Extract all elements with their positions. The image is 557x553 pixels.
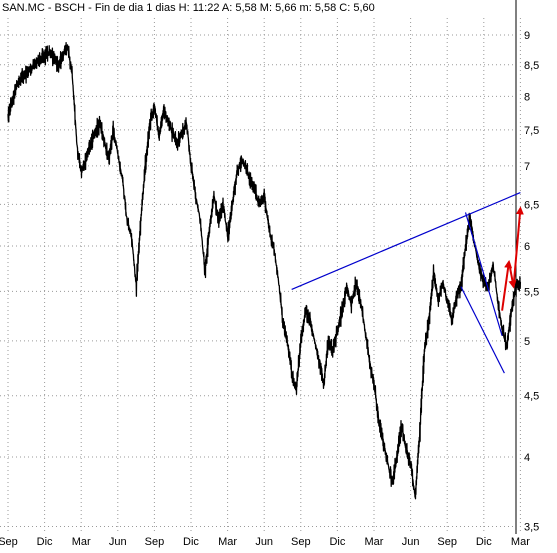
x-tick-label: Sep [291, 536, 311, 548]
x-tick-label: Sep [437, 536, 457, 548]
axes: 9 8,5 8 7,5 7 6,5 6 5,5 5 4,5 4 3,5 Sep Dic Mar Jun Sep D… [0, 0, 539, 548]
x-tick-label: Jun [255, 536, 273, 548]
trendline [464, 212, 503, 336]
x-tick-label: Dic [329, 536, 345, 548]
price-series-line [7, 41, 522, 500]
x-tick-label: Dic [183, 536, 199, 548]
x-tick-label: Dic [476, 536, 492, 548]
trendline [291, 191, 521, 290]
x-tick-label: Mar [365, 536, 384, 548]
y-tick-label: 5,5 [524, 286, 539, 298]
x-tick-label: Mar [72, 536, 91, 548]
projection-arrow [507, 261, 517, 289]
x-tick-label: Jun [402, 536, 420, 548]
x-tick-label: Mar [511, 536, 530, 548]
x-tick-label: Dic [37, 536, 53, 548]
projection-arrow [501, 259, 513, 311]
x-tick-label: Sep [145, 536, 165, 548]
x-tick-label: Mar [218, 536, 237, 548]
series [7, 41, 524, 500]
projection-arrow [512, 206, 524, 287]
y-tick-label: 8,5 [524, 60, 539, 72]
x-tick-label: Sep [0, 536, 18, 548]
y-tick-label: 7 [524, 161, 530, 173]
y-tick-label: 4,5 [524, 391, 539, 403]
y-tick-label: 9 [524, 30, 530, 42]
trendline [460, 286, 505, 374]
y-tick-label: 7,5 [524, 125, 539, 137]
y-tick-label: 5 [524, 336, 530, 348]
y-tick-label: 3,5 [524, 522, 539, 534]
y-tick-label: 4 [524, 452, 530, 464]
y-tick-label: 6 [524, 241, 530, 253]
chart-title: SAN.MC - BSCH - Fin de dia 1 dias H: 11:… [2, 2, 375, 14]
y-tick-label: 8 [524, 91, 530, 103]
y-tick-label: 6,5 [524, 199, 539, 211]
x-tick-label: Jun [109, 536, 127, 548]
